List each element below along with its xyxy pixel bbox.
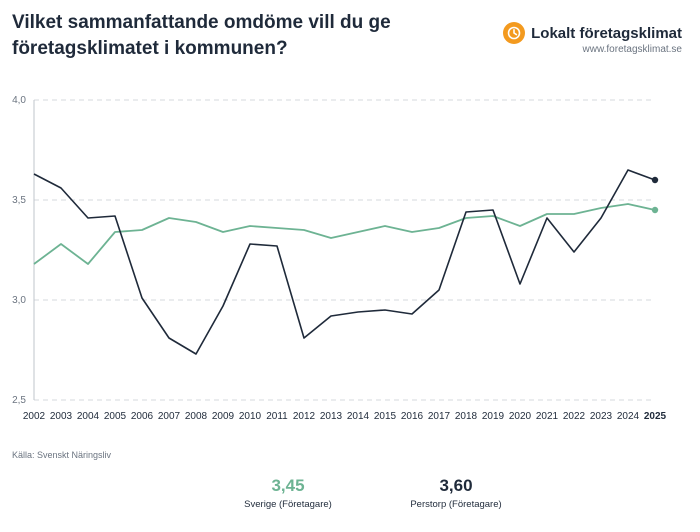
x-tick-label: 2019 (482, 411, 505, 422)
kpi-sverige-value: 3,45 (271, 476, 305, 495)
clock-icon (503, 22, 526, 44)
series-end-points (651, 176, 659, 214)
x-tick-label: 2011 (266, 411, 288, 422)
x-tick-label: 2020 (509, 411, 532, 422)
x-tick-labels: 2002 2003 2004 2005 2006 2007 2008 2009 2010 2011… (23, 411, 667, 422)
brand[interactable]: Lokalt företagsklimat (503, 22, 682, 44)
series-line-sverige (33, 203, 656, 265)
kpi-perstorp-value: 3,60 (439, 476, 473, 495)
x-tick-label: 2005 (104, 411, 127, 422)
y-tick-label: 3,0 (12, 295, 26, 306)
grid-lines (33, 99, 655, 401)
series-lines (33, 169, 656, 355)
x-tick-label: 2025 (644, 411, 667, 422)
kpi-perstorp: 3,60 Perstorp (Företagare) (386, 476, 526, 510)
x-tick-label: 2017 (428, 411, 451, 422)
x-tick-label: 2015 (374, 411, 397, 422)
x-tick-label: 2006 (131, 411, 154, 422)
x-tick-label: 2012 (293, 411, 316, 422)
x-tick-label: 2010 (239, 411, 262, 422)
kpi-perstorp-label: Perstorp (Företagare) (410, 499, 502, 510)
chart-title: Vilket sammanfattande omdöme vill du ge … (12, 12, 391, 59)
x-tick-label: 2008 (185, 411, 208, 422)
kpi-sverige: 3,45 Sverige (Företagare) (218, 476, 358, 510)
x-tick-label: 2018 (455, 411, 478, 422)
y-tick-label: 4,0 (12, 95, 26, 106)
y-tick-label: 3,5 (12, 195, 26, 206)
y-tick-label: 2,5 (12, 395, 26, 406)
x-tick-label: 2013 (320, 411, 343, 422)
y-tick-labels: 2,5 3,0 3,5 4,0 (12, 95, 26, 406)
x-tick-label: 2022 (563, 411, 586, 422)
x-tick-label: 2007 (158, 411, 181, 422)
series-end-point-perstorp (651, 176, 659, 184)
x-tick-label: 2014 (347, 411, 370, 422)
x-tick-label: 2009 (212, 411, 235, 422)
x-tick-label: 2024 (617, 411, 640, 422)
source-note: Källa: Svenskt Näringsliv (12, 450, 112, 460)
series-end-point-sverige (651, 206, 659, 214)
brand-name: Lokalt företagsklimat (531, 24, 682, 42)
line-chart: 2,53,03,54,0 2002 2003 2004 2005 2006 2007 200… (12, 95, 667, 422)
x-tick-label: 2016 (401, 411, 424, 422)
brand-url[interactable]: www.foretagsklimat.se (582, 44, 682, 55)
x-tick-label: 2021 (536, 411, 559, 422)
x-tick-label: 2004 (77, 411, 100, 422)
x-tick-label: 2002 (23, 411, 46, 422)
kpi-sverige-label: Sverige (Företagare) (244, 499, 332, 510)
series-line-perstorp (33, 169, 656, 355)
x-tick-label: 2003 (50, 411, 73, 422)
x-tick-label: 2023 (590, 411, 613, 422)
